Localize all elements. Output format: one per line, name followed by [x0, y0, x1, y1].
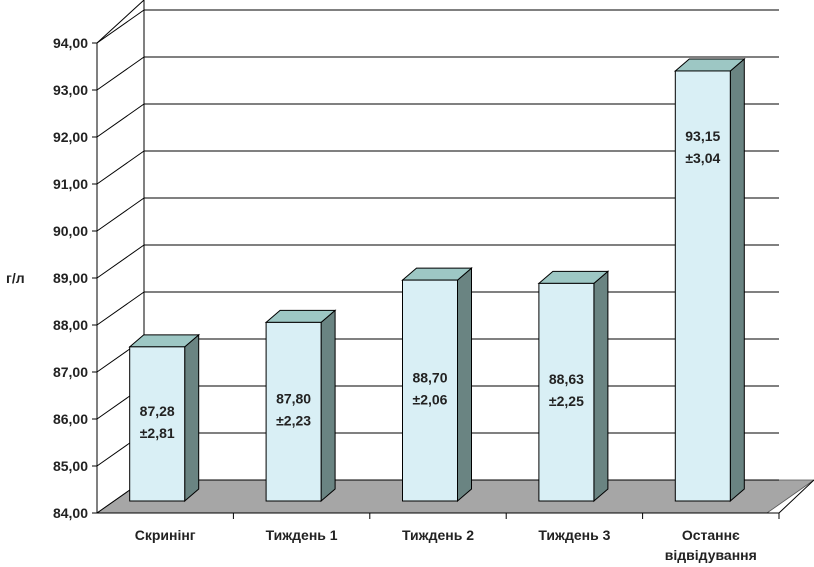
bar-error-label: ±2,81 — [140, 425, 175, 441]
bar-value-label: 88,63 — [549, 371, 584, 387]
y-tick-label: 87,00 — [53, 364, 88, 380]
bar-value-label: 93,15 — [685, 128, 720, 144]
bar-side — [320, 309, 336, 503]
bar-value-label: 87,80 — [276, 391, 311, 407]
y-tick-label: 92,00 — [53, 129, 88, 145]
side-wall-top — [96, 0, 145, 44]
x-category-label: Тиждень 1 — [266, 527, 338, 543]
gridline-diagonal — [96, 291, 145, 326]
x-category-label: Скринінг — [135, 527, 196, 543]
x-category-label: Тиждень 2 — [402, 527, 474, 543]
y-tick-label: 84,00 — [53, 505, 88, 521]
x-category-label: відвідування — [665, 547, 757, 563]
bar-side — [184, 333, 200, 503]
bar-error-label: ±3,04 — [685, 150, 720, 166]
y-tick-label: 89,00 — [53, 270, 88, 286]
bar — [538, 282, 595, 502]
y-tick-label: 88,00 — [53, 317, 88, 333]
bar-error-label: ±2,23 — [276, 413, 311, 429]
bar — [265, 321, 322, 502]
gridline-diagonal — [96, 244, 145, 279]
gridline-diagonal — [96, 197, 145, 232]
bar-value-label: 87,28 — [140, 403, 175, 419]
y-axis-label: г/л — [6, 270, 25, 286]
bar — [402, 279, 458, 502]
x-category-label: Останнє — [682, 527, 740, 543]
bar — [129, 346, 186, 502]
bar-value-label: 88,70 — [412, 370, 447, 386]
x-category-label: Тиждень 3 — [538, 527, 610, 543]
y-tick-label: 91,00 — [53, 176, 88, 192]
bar — [674, 70, 731, 502]
bar-error-label: ±2,06 — [413, 392, 448, 408]
gridline-diagonal — [96, 56, 145, 91]
gridline-diagonal — [96, 150, 145, 185]
floor-edge — [778, 479, 814, 514]
bar-side — [457, 267, 472, 503]
bar-side — [593, 270, 609, 503]
bar-error-label: ±2,25 — [549, 393, 584, 409]
y-tick-label: 90,00 — [53, 223, 88, 239]
y-tick-label: 85,00 — [53, 458, 88, 474]
gridline-diagonal — [96, 103, 145, 138]
bar-side — [729, 57, 745, 503]
y-tick-label: 86,00 — [53, 411, 88, 427]
gridline-diagonal — [96, 9, 145, 44]
y-tick-label: 94,00 — [53, 35, 88, 51]
y-tick-label: 93,00 — [53, 82, 88, 98]
